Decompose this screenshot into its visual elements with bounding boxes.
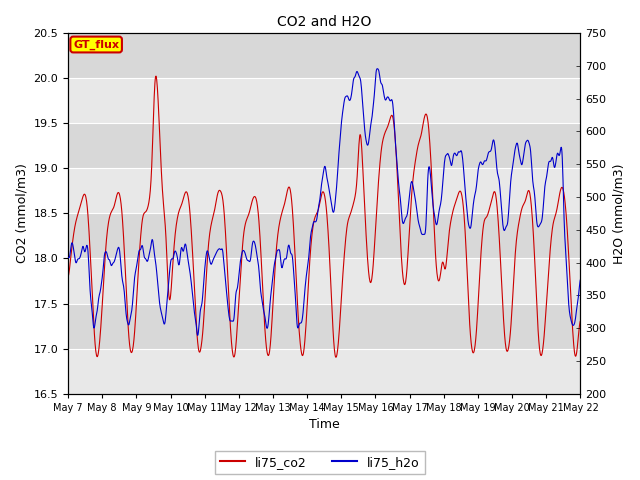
Bar: [68, 259, 580, 303]
Bar: [68, 78, 580, 123]
Bar: [68, 168, 580, 214]
Y-axis label: CO2 (mmol/m3): CO2 (mmol/m3): [15, 164, 28, 264]
Y-axis label: H2O (mmol/m3): H2O (mmol/m3): [612, 163, 625, 264]
X-axis label: Time: Time: [309, 419, 340, 432]
Text: GT_flux: GT_flux: [73, 39, 119, 49]
Bar: [68, 348, 580, 394]
Title: CO2 and H2O: CO2 and H2O: [277, 15, 371, 29]
Legend: li75_co2, li75_h2o: li75_co2, li75_h2o: [215, 451, 425, 474]
